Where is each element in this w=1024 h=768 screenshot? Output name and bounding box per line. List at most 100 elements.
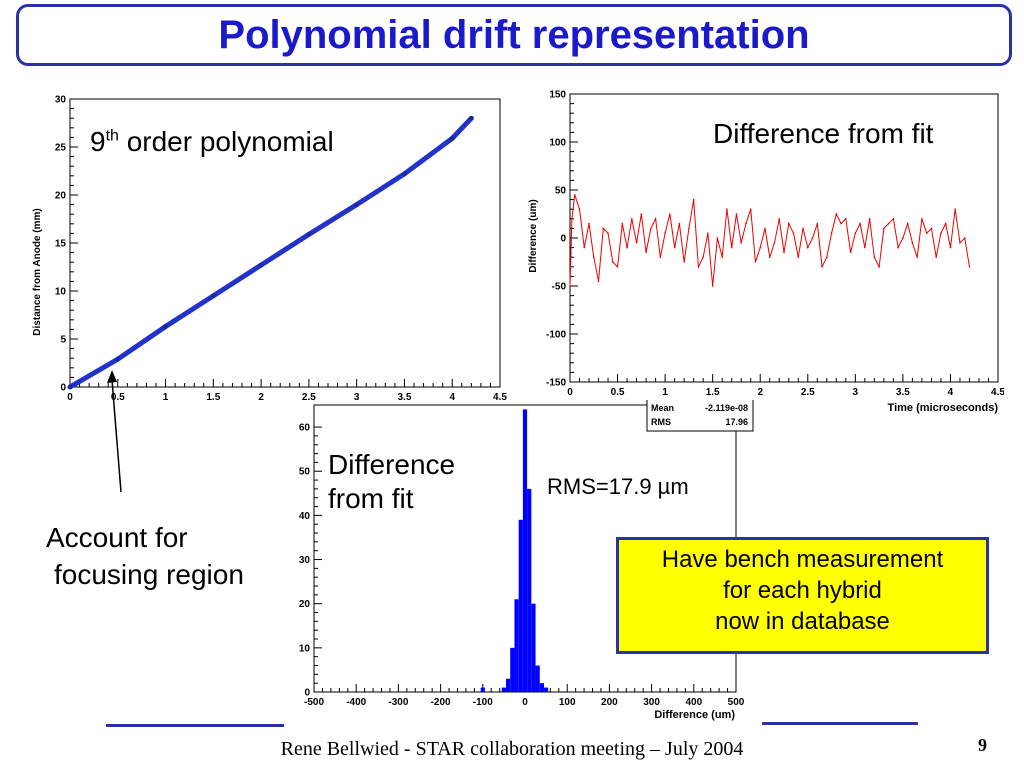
chart2-ytick-label: 100 [549, 138, 566, 149]
poly-sup: th [105, 127, 119, 145]
bench-line2: for each hybrid [723, 577, 882, 604]
rms-label: RMS=17.9 µm [547, 474, 689, 499]
chart2-ytick-label: 50 [555, 186, 567, 197]
chart2-point [878, 266, 880, 268]
histogram-bar [543, 687, 549, 692]
chart2-point [840, 222, 842, 225]
chart2-point [902, 237, 904, 239]
chart1-ytick-label: 0 [60, 383, 66, 394]
histogram-bar [527, 488, 532, 692]
chart1-point [468, 115, 474, 121]
chart2-point [602, 227, 605, 230]
chart2-point [645, 251, 647, 254]
chart3-xtick-label: -500 [304, 697, 324, 708]
chart2-point [892, 218, 895, 220]
chart2-point [773, 242, 776, 244]
chart2-residual-line [569, 194, 970, 287]
chart1-xtick-label: 4 [449, 392, 455, 403]
chart1-point [67, 384, 73, 390]
chart2-point [621, 222, 624, 225]
chart2-point [930, 227, 933, 230]
chart2-point [935, 256, 937, 258]
focus-arrow [107, 370, 122, 493]
stats-mean-label: Mean [651, 403, 674, 413]
chart2-point [887, 222, 890, 225]
chart1-xtick-label: 3 [354, 392, 360, 403]
chart2-point [683, 261, 685, 263]
chart3-xtick-label: 200 [601, 697, 618, 708]
chart2-point [616, 266, 619, 268]
poly-base: 9 [90, 126, 106, 157]
poly-rest: order polynomial [118, 126, 334, 157]
account-line1: Account for [46, 522, 188, 553]
chart3-xtick-label: 0 [522, 697, 528, 708]
histogram-bar [501, 687, 507, 692]
chart2-point [959, 242, 961, 244]
chart2-point [650, 227, 652, 230]
chart1-ytick-label: 10 [55, 287, 67, 298]
chart1-ytick-label: 5 [60, 335, 66, 346]
chart2-point [854, 232, 857, 234]
chart2-point [830, 232, 833, 234]
residual-chart: 0 0.5 1 1.5 2 2.5 3 3.5 4 4.5 -150 -100 -50 0 50 100 150… [528, 90, 1004, 415]
chart2-point [612, 261, 614, 263]
chart2-point [783, 251, 785, 254]
chart2-ytick-label: 0 [560, 234, 566, 245]
chart2-point [949, 246, 952, 249]
chart2-point [826, 256, 828, 258]
chart3-ytick-label: 60 [299, 423, 311, 434]
chart2-xtick-label: 4 [948, 387, 954, 398]
histogram-bar [522, 409, 528, 692]
chart2-point [968, 266, 971, 268]
chart2-point [764, 227, 766, 230]
chart2-point [702, 256, 704, 258]
footer-rule-right [762, 722, 918, 725]
chart2-point [778, 218, 781, 220]
difference-from-fit-label: Difference from fit [713, 118, 934, 149]
chart2-point [716, 237, 719, 239]
chart2-point [849, 251, 852, 254]
chart1-ytick-label: 25 [55, 143, 67, 154]
chart3-xtick-label: 400 [685, 697, 702, 708]
chart2-point [697, 266, 700, 268]
chart2-point [745, 222, 747, 225]
chart1-xtick-label: 1.5 [206, 392, 220, 403]
chart2-point [669, 213, 671, 215]
chart2-xtick-label: 0 [567, 387, 573, 398]
chart2-point [730, 246, 733, 249]
chart2-point [640, 213, 643, 215]
chart2-frame [569, 93, 999, 383]
chart2-point [768, 256, 771, 258]
chart2-point [592, 256, 595, 258]
account-label: Account for focusing region [46, 519, 244, 593]
chart2-point [940, 232, 942, 234]
chart3-ytick-label: 50 [299, 467, 311, 478]
chart1-xtick-label: 4.5 [493, 392, 507, 403]
chart2-point [954, 208, 956, 210]
chart2-point [578, 208, 581, 210]
chart3-ytick-label: 10 [299, 643, 311, 654]
chart2-point [707, 232, 709, 234]
histogram-bar [535, 665, 540, 692]
histogram-bar [531, 603, 536, 692]
polynomial-fit-chart: 0 0.5 1 1.5 2 2.5 3 3.5 4 4.5 0 5 10 15 20 25 30 Distanc… [32, 95, 507, 404]
hist-difference-label: Difference from fit [328, 448, 455, 516]
chart2-ytick-label: -50 [552, 282, 567, 293]
chart2-point [921, 218, 923, 220]
chart2-point [883, 227, 885, 230]
chart2-ytick-label: -100 [546, 330, 566, 341]
stats-rms-label: RMS [651, 417, 671, 427]
bench-line1: Have bench measurement [661, 546, 944, 573]
chart2-point [597, 280, 600, 282]
chart2-point [759, 246, 762, 249]
page-title: Polynomial drift representation [218, 13, 810, 57]
chart2-point [678, 222, 681, 225]
chart1-point [306, 231, 312, 237]
chart3-ytick-label: 40 [299, 511, 311, 522]
chart2-point [792, 232, 795, 234]
chart2-point [635, 242, 638, 244]
chart2-point [911, 242, 914, 244]
chart1-point [163, 324, 169, 330]
chart2-point [806, 246, 809, 249]
histogram-bar [539, 683, 544, 692]
